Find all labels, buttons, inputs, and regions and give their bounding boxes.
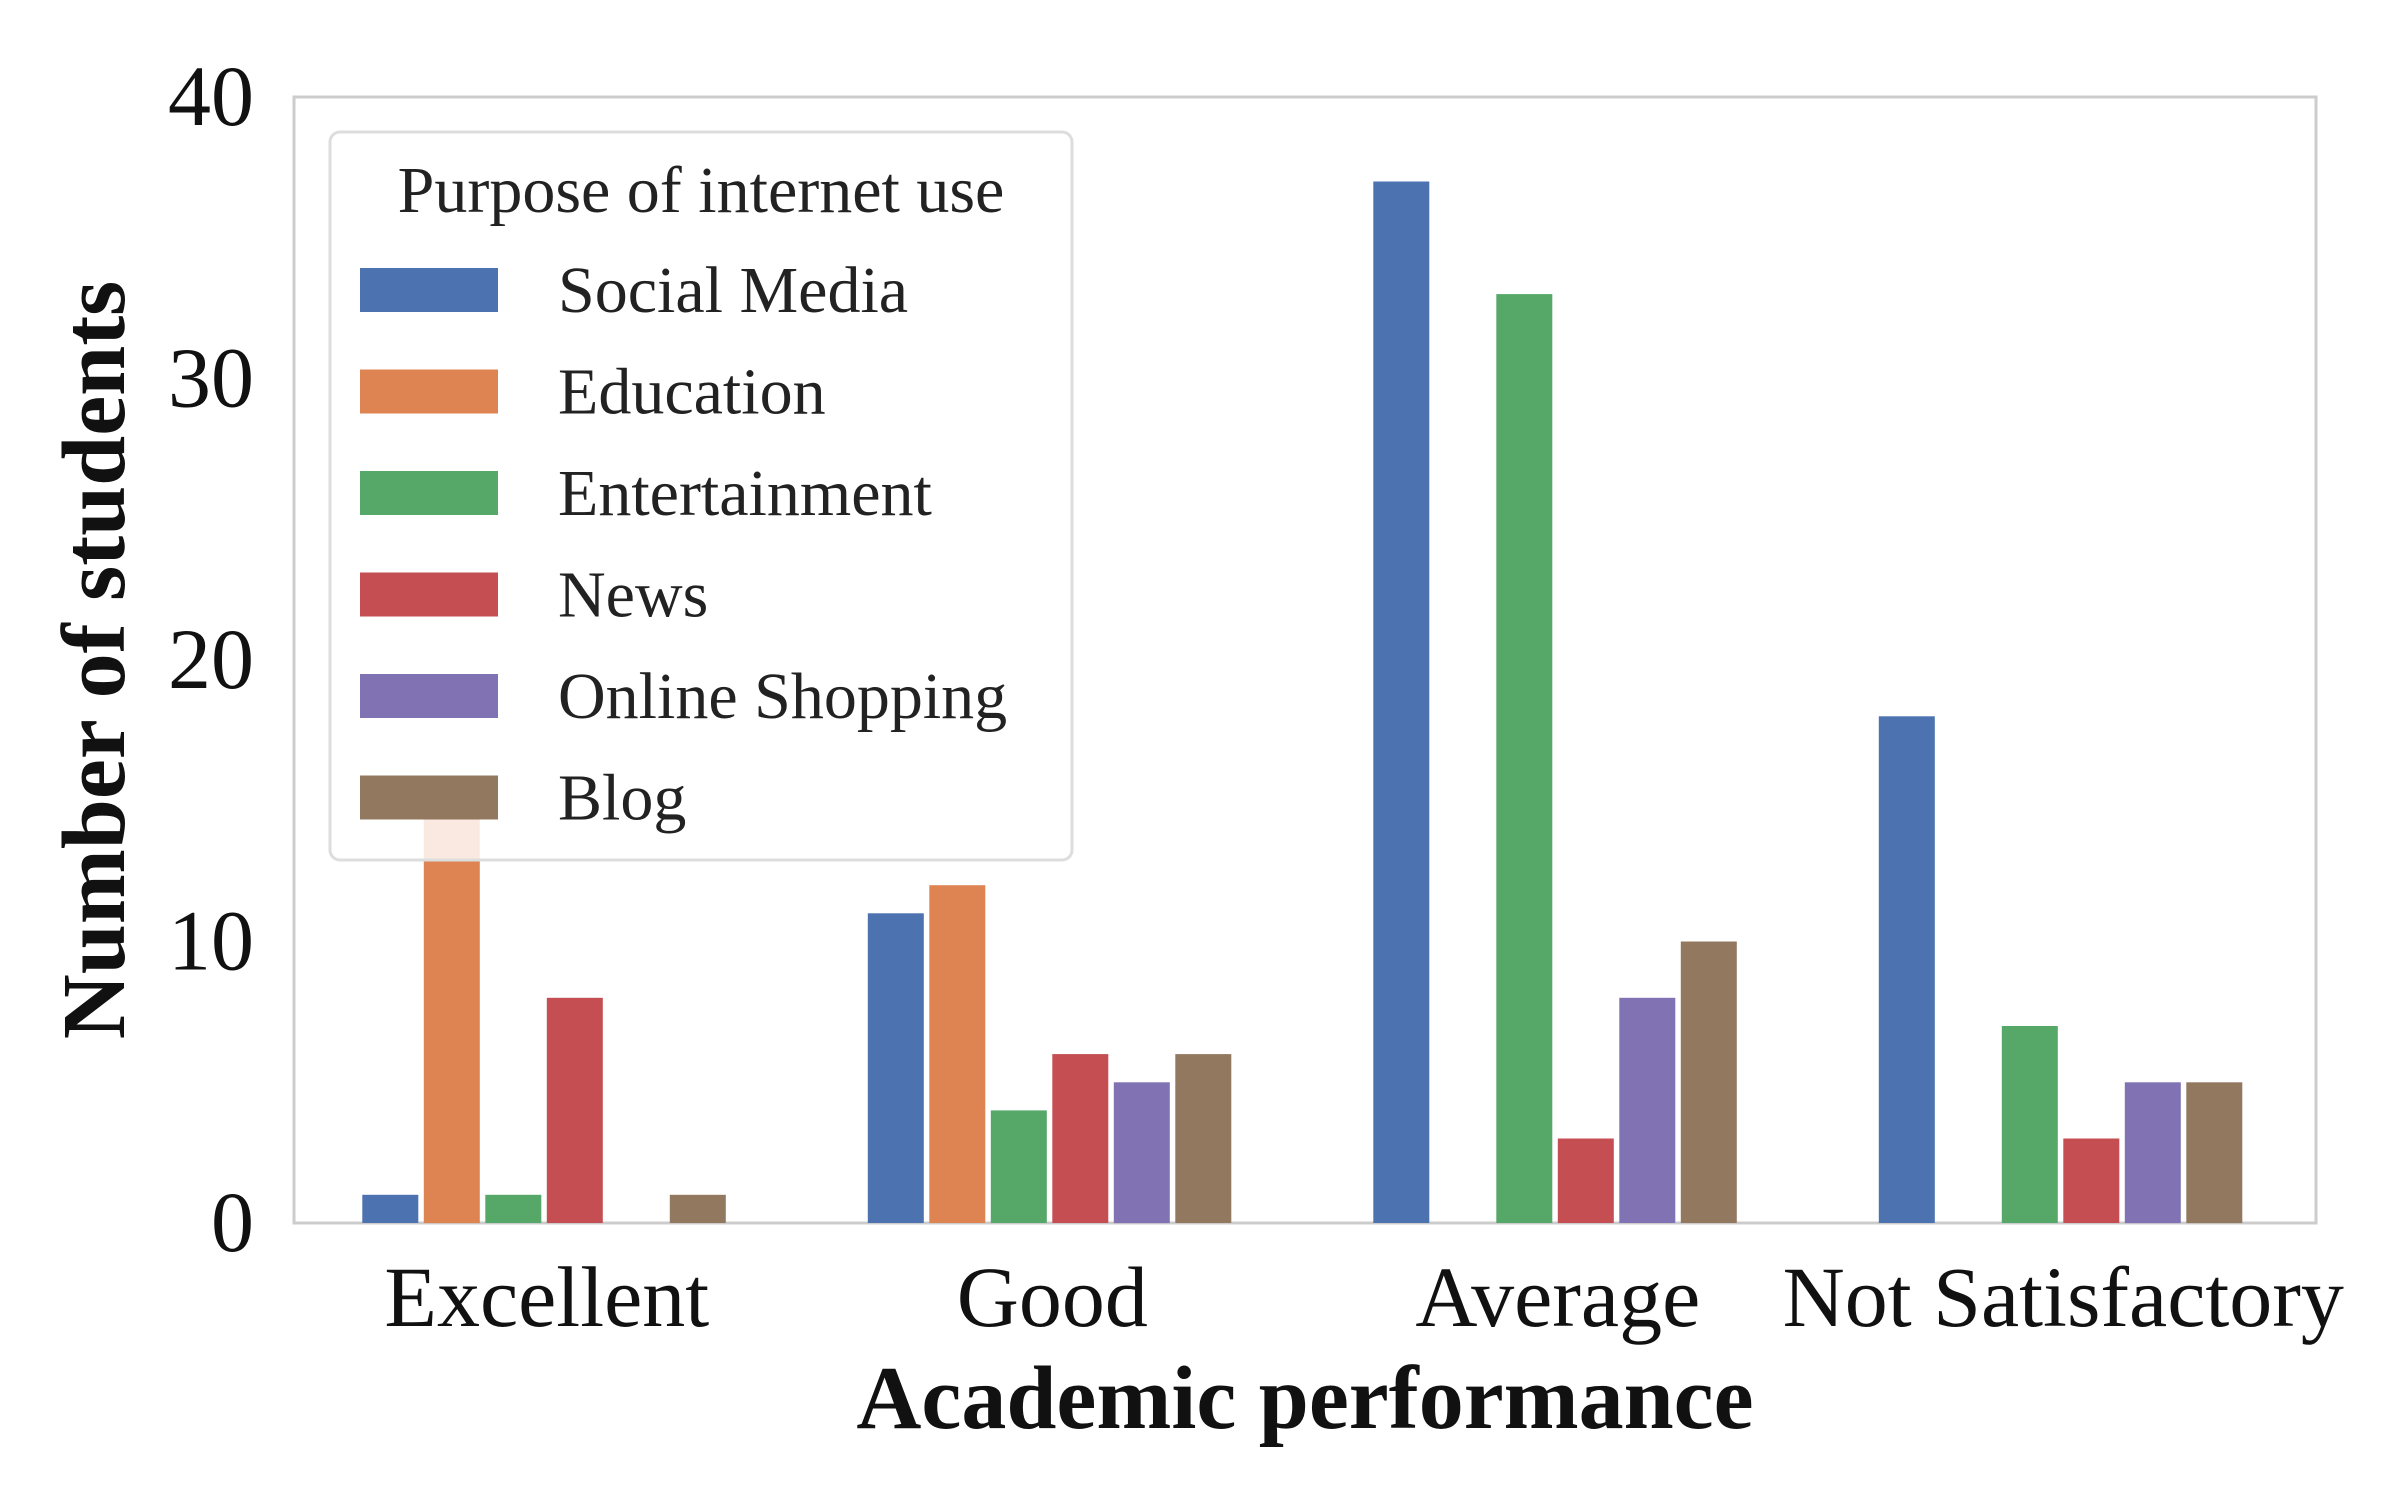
y-tick-label: 10 xyxy=(168,893,254,989)
x-tick-label: Average xyxy=(1415,1249,1700,1345)
legend-label-online-shopping: Online Shopping xyxy=(558,660,1007,733)
bar-not-satisfactory-social-media xyxy=(1878,716,1935,1223)
bar-not-satisfactory-blog xyxy=(2186,1082,2243,1224)
bar-not-satisfactory-online-shopping xyxy=(2124,1082,2181,1224)
bar-not-satisfactory-news xyxy=(2063,1138,2120,1223)
legend-label-news: News xyxy=(558,559,708,632)
y-tick-labels: 0 10 20 30 40 xyxy=(168,48,254,1270)
legend-label-social-media: Social Media xyxy=(558,254,908,327)
x-axis-title: Academic performance xyxy=(856,1349,1753,1448)
x-tick-label: Not Satisfactory xyxy=(1783,1249,2344,1345)
legend-swatch-entertainment xyxy=(360,471,498,515)
y-tick-label: 30 xyxy=(168,330,254,426)
bar-not-satisfactory-entertainment xyxy=(2001,1026,2058,1223)
y-tick-label: 20 xyxy=(168,611,254,707)
bar-excellent-entertainment xyxy=(485,1194,542,1223)
bar-average-blog xyxy=(1680,941,1737,1223)
x-tick-label: Good xyxy=(957,1249,1148,1345)
legend-items: Social Media Education Entertainment News On… xyxy=(360,254,1007,835)
legend-box xyxy=(328,130,1074,862)
bar-excellent-blog xyxy=(669,1194,726,1223)
legend-swatch-blog xyxy=(360,775,498,820)
legend-swatch-social-media xyxy=(360,268,498,312)
bar-excellent-education xyxy=(423,800,480,1224)
bar-good-news xyxy=(1052,1054,1109,1223)
bar-good-social-media xyxy=(867,913,924,1223)
legend-label-entertainment: Entertainment xyxy=(558,457,932,530)
legend-swatch-education xyxy=(360,369,498,414)
legend-label-education: Education xyxy=(558,356,826,429)
x-tick-label: Excellent xyxy=(384,1249,709,1345)
legend-label-blog: Blog xyxy=(558,762,686,835)
x-tick-labels: Excellent Good Average Not Satisfactory xyxy=(384,1249,2344,1345)
bar-good-online-shopping xyxy=(1113,1082,1170,1224)
y-tick-label: 0 xyxy=(211,1174,254,1270)
y-axis-title: Number of students xyxy=(45,281,144,1039)
bar-average-online-shopping xyxy=(1619,997,1676,1223)
legend-swatch-online-shopping xyxy=(360,674,498,718)
legend-title: Purpose of internet use xyxy=(398,154,1005,227)
bar-average-entertainment xyxy=(1496,294,1553,1224)
bar-average-social-media xyxy=(1373,181,1430,1223)
bar-good-blog xyxy=(1175,1054,1232,1223)
bar-excellent-social-media xyxy=(362,1194,419,1223)
y-tick-label: 40 xyxy=(168,48,254,144)
bar-good-entertainment xyxy=(990,1110,1047,1223)
legend-swatch-news xyxy=(360,572,498,617)
bars-layer xyxy=(362,181,2243,1224)
bar-excellent-news xyxy=(546,997,603,1223)
bar-average-news xyxy=(1557,1138,1614,1223)
legend: Purpose of internet use Social Media Educ… xyxy=(328,130,1074,862)
bar-good-education xyxy=(929,885,986,1223)
